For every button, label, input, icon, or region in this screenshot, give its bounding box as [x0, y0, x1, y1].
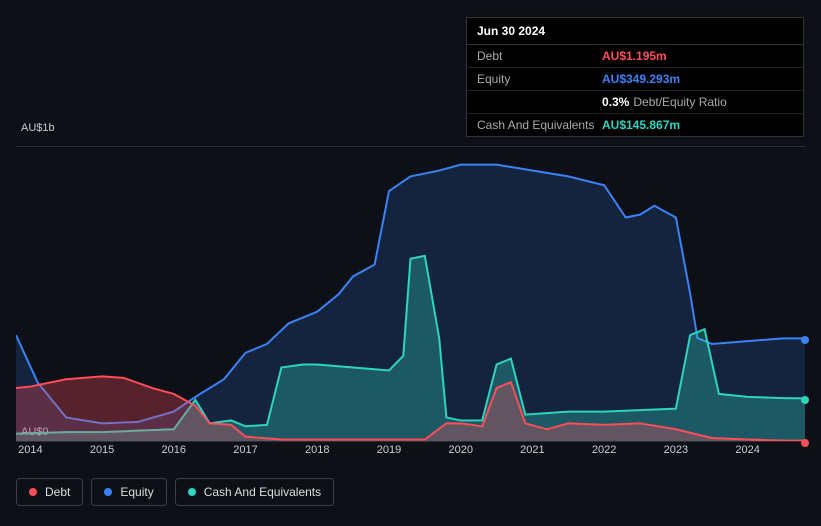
tooltip-value: 0.3%Debt/Equity Ratio	[602, 95, 727, 109]
tooltip-value: AU$349.293m	[602, 72, 680, 86]
x-axis-tick: 2016	[162, 444, 186, 456]
x-axis-tick: 2018	[305, 444, 329, 456]
legend-label: Equity	[120, 485, 153, 499]
legend-item[interactable]: Debt	[16, 478, 83, 506]
tooltip-value: AU$1.195m	[602, 49, 667, 63]
x-axis-tick: 2021	[520, 444, 544, 456]
x-axis-tick: 2022	[592, 444, 616, 456]
tooltip-label: Equity	[477, 72, 602, 86]
tooltip-row: 0.3%Debt/Equity Ratio	[467, 91, 803, 114]
chart-svg	[16, 147, 805, 441]
legend-dot-icon	[188, 488, 196, 496]
x-axis-tick: 2019	[377, 444, 401, 456]
legend-item[interactable]: Equity	[91, 478, 166, 506]
chart-container: AU$1b AU$0 20142015201620172018201920202…	[16, 122, 805, 468]
legend-label: Cash And Equivalents	[204, 485, 321, 499]
x-axis-tick: 2014	[18, 444, 42, 456]
tooltip-label	[477, 95, 602, 109]
legend: Debt Equity Cash And Equivalents	[16, 478, 334, 506]
x-axis-tick: 2015	[90, 444, 114, 456]
series-end-marker	[801, 396, 809, 404]
tooltip-label: Debt	[477, 49, 602, 63]
legend-dot-icon	[29, 488, 37, 496]
chart-tooltip: Jun 30 2024 DebtAU$1.195mEquityAU$349.29…	[466, 17, 804, 137]
y-axis-top-label: AU$1b	[21, 122, 55, 134]
series-end-marker	[801, 439, 809, 447]
tooltip-date: Jun 30 2024	[467, 18, 803, 45]
x-axis-tick: 2017	[233, 444, 257, 456]
legend-label: Debt	[45, 485, 70, 499]
legend-item[interactable]: Cash And Equivalents	[175, 478, 334, 506]
tooltip-row: EquityAU$349.293m	[467, 68, 803, 91]
x-axis-tick: 2020	[448, 444, 472, 456]
legend-dot-icon	[104, 488, 112, 496]
x-axis-tick: 2023	[664, 444, 688, 456]
x-axis-tick: 2024	[735, 444, 759, 456]
series-end-marker	[801, 336, 809, 344]
plot-area[interactable]	[16, 146, 805, 442]
tooltip-row: DebtAU$1.195m	[467, 45, 803, 68]
